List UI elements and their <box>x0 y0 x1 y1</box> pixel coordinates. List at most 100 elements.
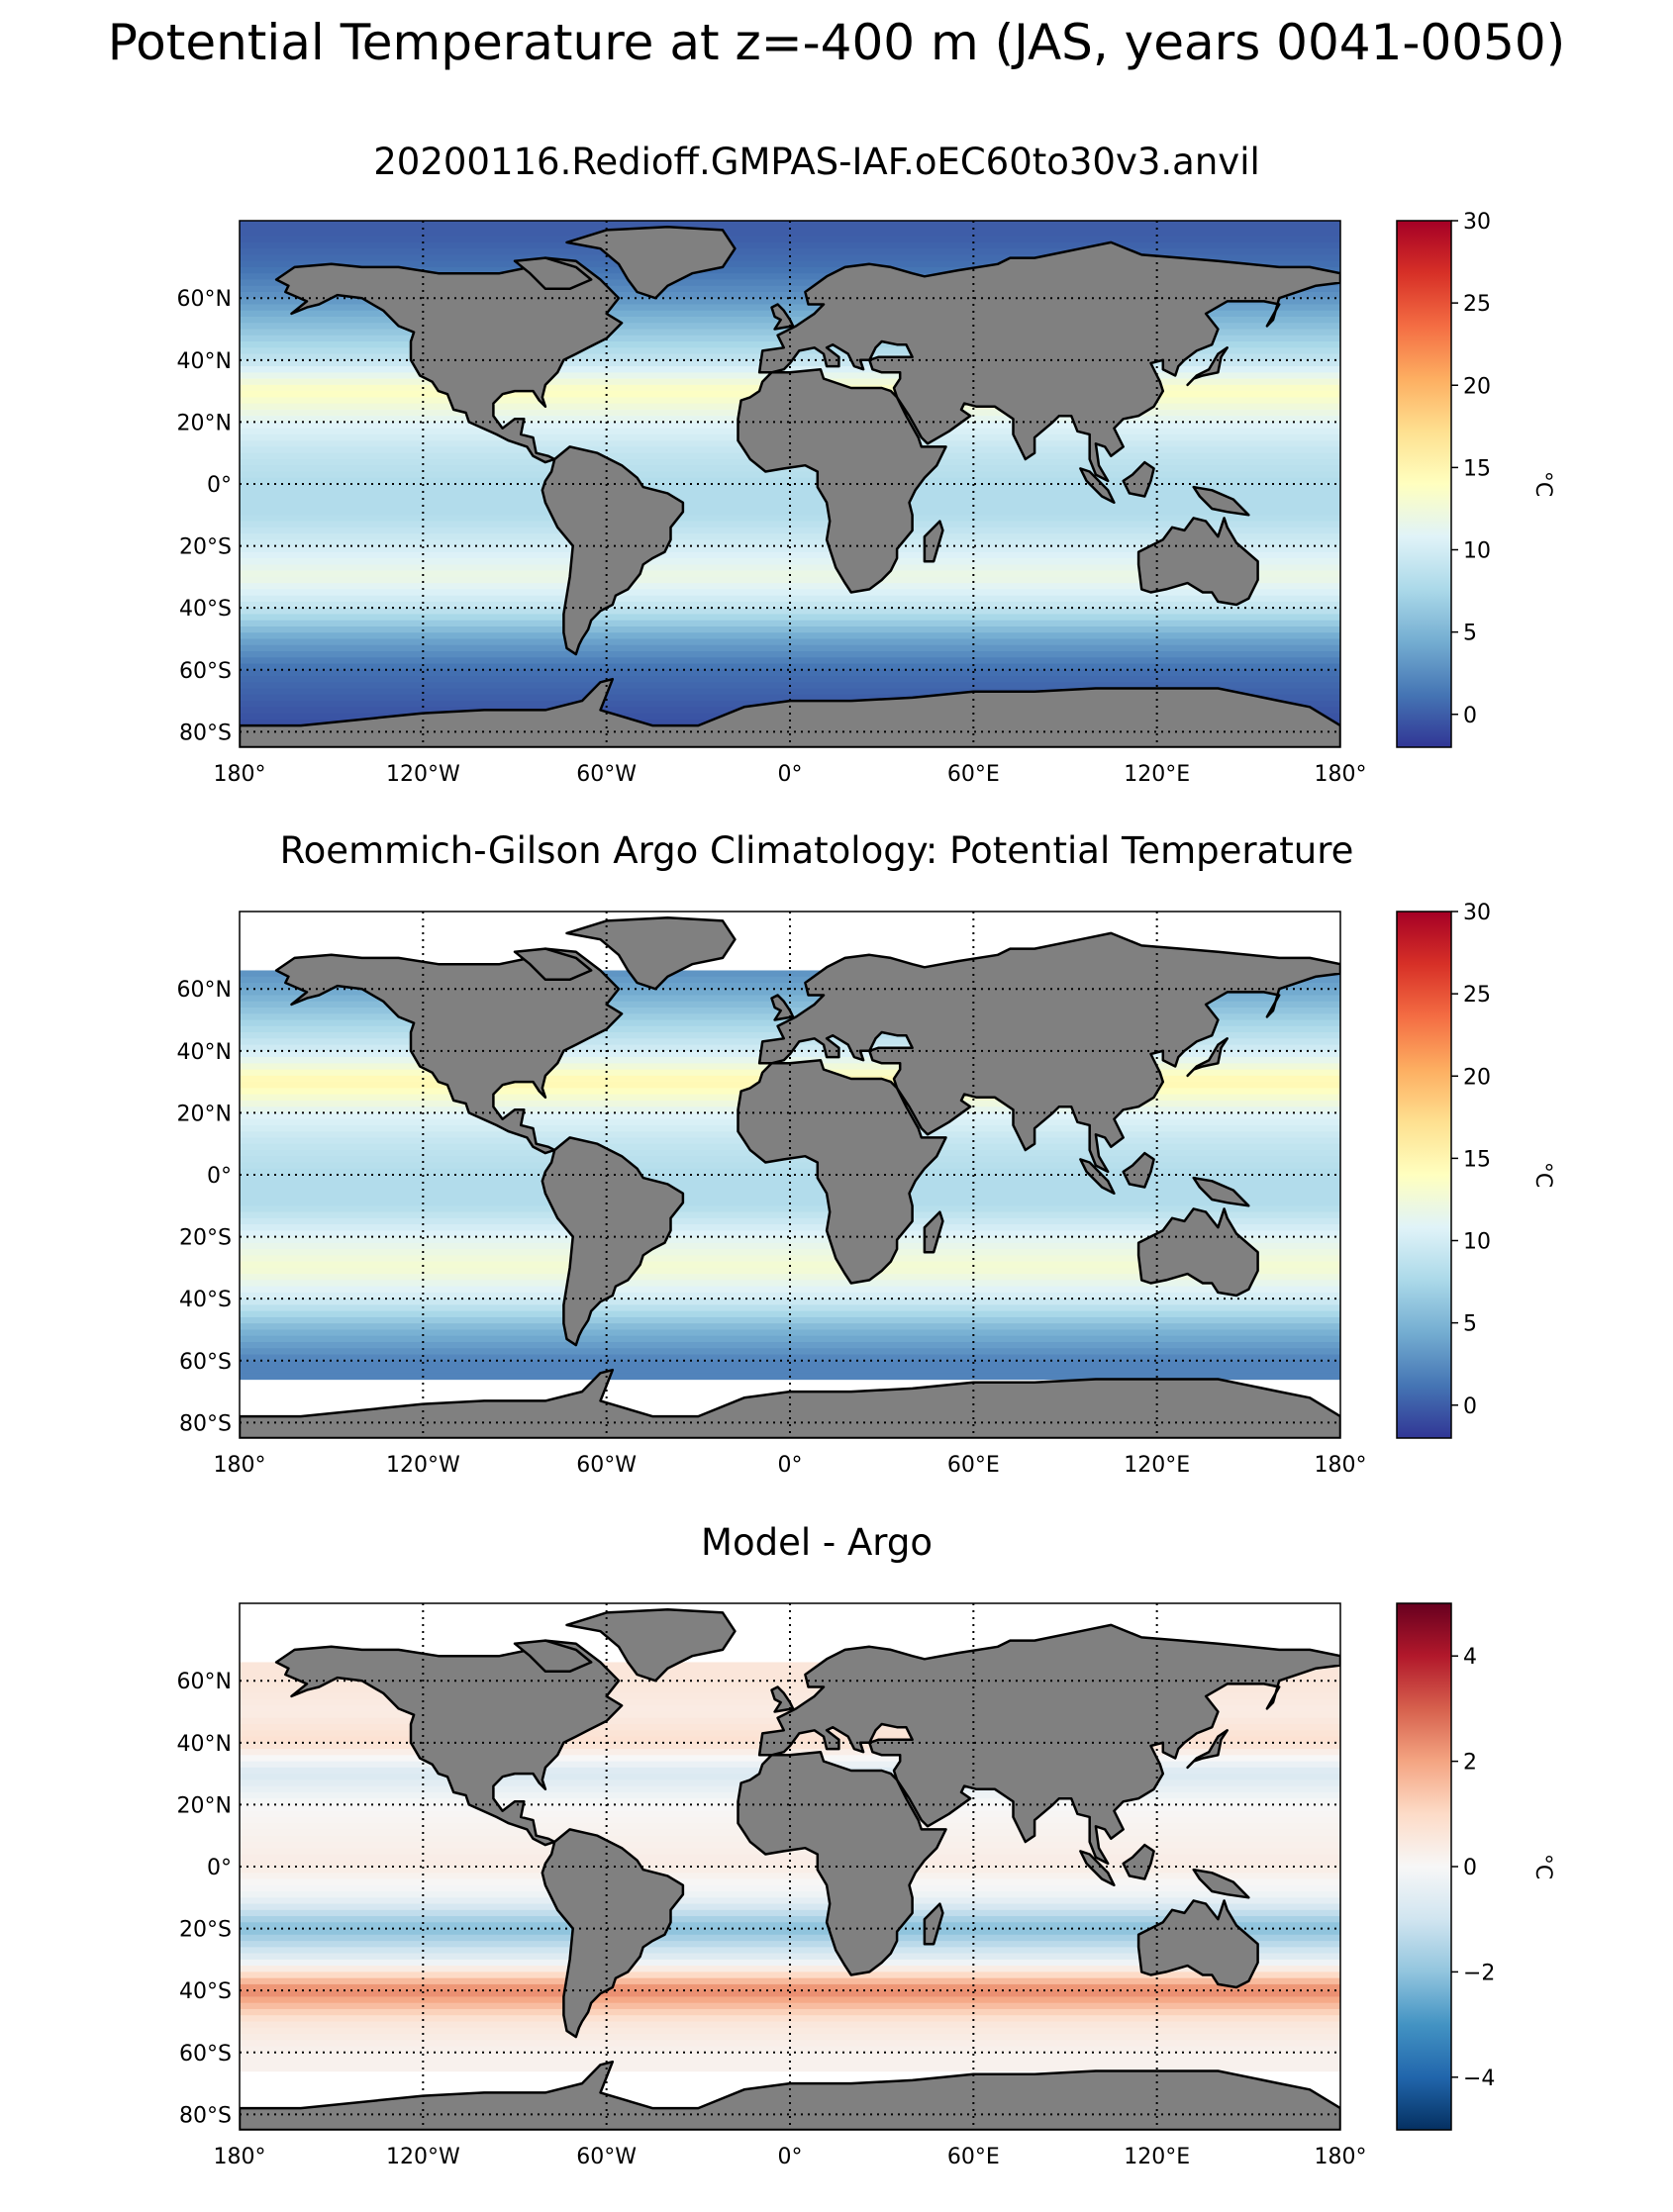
x-tick-label: 180° <box>1315 1453 1367 1478</box>
y-tick-label: 40°N <box>177 1040 232 1065</box>
ocean-band <box>240 608 1340 616</box>
ocean-band <box>240 644 1340 652</box>
ocean-band <box>240 1903 1340 1911</box>
x-tick-label: 0° <box>778 762 803 787</box>
colorbar-tick-label: 15 <box>1463 1147 1491 1172</box>
x-tick-label: 60°W <box>576 1453 637 1478</box>
x-tick-label: 180° <box>214 762 266 787</box>
panel-title-obs: Roemmich-Gilson Argo Climatology: Potent… <box>279 829 1354 872</box>
x-tick-label: 180° <box>214 1453 266 1478</box>
y-tick-label: 20°S <box>179 1226 232 1251</box>
ocean-band <box>240 1977 1340 1985</box>
ocean-band <box>240 1972 1340 1979</box>
ocean-band <box>240 254 1340 262</box>
ocean-band <box>240 471 1340 479</box>
ocean-band <box>240 1990 1340 1998</box>
map-panel-obs: 180° 120°W 60°W 0° 60°E 120°E 180° 60°N 40°N 20°N… <box>177 901 1555 1478</box>
land-africa <box>737 1750 947 1976</box>
ocean-band <box>240 484 1340 491</box>
ocean-band <box>240 1211 1340 1219</box>
ocean-band <box>240 1922 1340 1930</box>
ocean-band <box>240 1274 1340 1281</box>
y-tick-label: 80°S <box>179 1411 232 1436</box>
y-tick-label: 20°S <box>179 535 232 560</box>
y-tick-label: 40°N <box>177 349 232 374</box>
land-madagascar <box>923 1210 944 1254</box>
x-tick-label: 60°W <box>576 762 637 787</box>
x-tick-label: 60°E <box>947 2145 1000 2169</box>
colorbar-gradient <box>1396 911 1452 1439</box>
land-japan <box>1186 346 1229 387</box>
x-tick-label: 120°E <box>1124 762 1190 787</box>
ocean-band <box>240 1298 1340 1306</box>
land-africa <box>737 367 947 594</box>
ocean-band <box>240 989 1340 997</box>
ocean-band <box>240 304 1340 312</box>
colorbar-tick-label: 25 <box>1463 292 1491 317</box>
x-tick-label: 0° <box>778 2145 803 2169</box>
ocean-band <box>240 2015 1340 2023</box>
ocean-band <box>240 650 1340 658</box>
ocean-band <box>240 2033 1340 2041</box>
ocean-band <box>240 1966 1340 1972</box>
x-tick-label: 60°W <box>576 2145 637 2169</box>
ocean-band <box>240 2040 1340 2048</box>
ocean-band <box>240 310 1340 318</box>
ocean-band <box>240 551 1340 559</box>
ocean-band <box>240 1983 1340 1991</box>
ocean-band <box>240 515 1340 523</box>
ocean-band <box>240 236 1340 243</box>
land-borneo <box>1122 1843 1155 1880</box>
colorbar-label: °C <box>1530 1162 1555 1188</box>
land-eurasia <box>757 240 1340 483</box>
colorbar-tick-label: 10 <box>1463 539 1491 564</box>
panel-title-model: 20200116.Redioff.GMPAS-IAF.oEC60to30v3.a… <box>373 141 1260 183</box>
y-tick-label: 0° <box>207 1856 232 1880</box>
colorbar-gradient <box>1396 1602 1452 2131</box>
x-tick-label: 180° <box>1315 762 1367 787</box>
colorbar-tick-label: 5 <box>1463 622 1477 646</box>
colorbar-tick-label: 25 <box>1463 983 1491 1008</box>
ocean-band <box>240 1668 1340 1676</box>
ocean-band <box>240 576 1340 584</box>
colorbar-tick-label: −2 <box>1463 1961 1495 1985</box>
ocean-band <box>240 260 1340 268</box>
ocean-band <box>240 995 1340 1003</box>
y-tick-label: 80°S <box>179 721 232 745</box>
land-sumatra <box>1079 467 1116 505</box>
x-tick-label: 120°W <box>386 1453 460 1478</box>
land-japan <box>1186 1037 1229 1078</box>
ocean-band <box>240 1057 1340 1064</box>
colorbar-tick-label: 20 <box>1463 374 1491 399</box>
x-tick-label: 60°E <box>947 1453 1000 1478</box>
ocean-band <box>240 490 1340 498</box>
ocean-band <box>240 224 1340 231</box>
ocean-band <box>240 298 1340 306</box>
ocean-band <box>240 230 1340 238</box>
colorbar-tick-label: −4 <box>1463 2067 1495 2091</box>
ocean-band <box>240 2046 1340 2054</box>
ocean-band <box>240 595 1340 603</box>
ocean-band <box>240 1897 1340 1905</box>
land-greenland <box>565 916 737 991</box>
colorbar-tick-label: 2 <box>1463 1751 1477 1776</box>
ocean-band <box>240 982 1340 990</box>
ocean-band <box>240 1854 1340 1862</box>
colorbar-tick-label: 0 <box>1463 704 1477 728</box>
x-tick-label: 120°E <box>1124 1453 1190 1478</box>
ocean-band <box>240 2021 1340 2029</box>
colorbar-model: 30 25 20 15 10 5 0 °C <box>1396 210 1555 748</box>
y-tick-label: 20°N <box>177 411 232 435</box>
ocean-band <box>240 1662 1340 1670</box>
ocean-band <box>240 1292 1340 1299</box>
ocean-band <box>240 1181 1340 1189</box>
ocean-band <box>240 521 1340 529</box>
colorbar-obs: 30 25 20 15 10 5 0 °C <box>1396 901 1555 1439</box>
map-frame <box>239 1602 1341 2131</box>
y-tick-label: 20°N <box>177 1102 232 1126</box>
land-greenland <box>565 226 737 300</box>
ocean-band <box>240 589 1340 597</box>
land-australia <box>1136 517 1259 607</box>
y-tick-label: 60°S <box>179 2042 232 2067</box>
